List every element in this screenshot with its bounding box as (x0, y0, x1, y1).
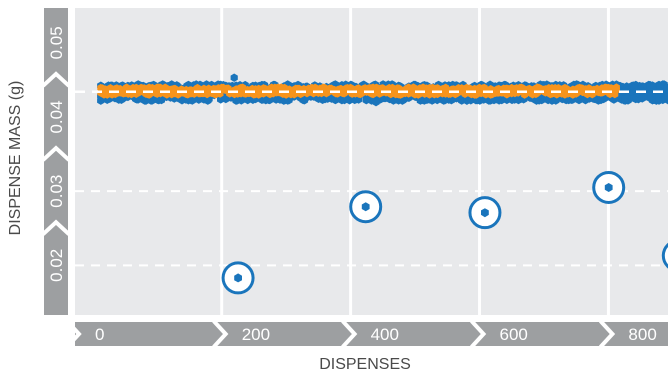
blue-point (664, 86, 668, 96)
x-axis-title: DISPENSES (319, 356, 411, 373)
x-axis-chevron (341, 319, 358, 349)
circled-outlier-point (604, 183, 613, 192)
circled-outlier-point (234, 273, 242, 283)
x-axis-chevron (598, 319, 616, 349)
x-axis-band-bg (75, 322, 668, 346)
orange-point (613, 83, 620, 92)
y-axis-chevron (41, 219, 71, 236)
x-axis-chevron (470, 319, 487, 349)
y-tick-label: 0.04 (47, 100, 66, 133)
x-tick-label: 0 (95, 325, 104, 344)
blue-outlier-point (230, 73, 238, 82)
outlier-ring (661, 242, 668, 269)
y-axis-chevron (41, 71, 71, 88)
grid-lines (75, 8, 668, 315)
x-tick-label: 600 (500, 325, 528, 344)
x-axis-band: 0 200 400 600 800 (65, 319, 668, 349)
x-axis-chevron (65, 319, 82, 349)
y-tick-label: 0.03 (47, 175, 66, 208)
y-axis-chevron (41, 145, 71, 162)
y-axis-band: 0.02 0.03 0.04 0.05 (41, 8, 71, 315)
plot-background (75, 8, 668, 315)
blue-point (664, 92, 668, 102)
circled-outlier-point (361, 202, 370, 212)
y-axis-title: DISPENSE MASS (g) (7, 81, 24, 236)
y-tick-label: 0.05 (47, 26, 66, 59)
circled-outlier-point (481, 208, 489, 218)
x-axis-chevron (212, 319, 229, 349)
x-tick-label: 400 (371, 325, 399, 344)
circled-outliers (221, 170, 668, 295)
x-tick-label: 800 (628, 325, 656, 344)
blue-outlier-point (372, 98, 380, 107)
y-tick-label: 0.02 (47, 249, 66, 282)
y-axis-band-bg (44, 8, 68, 315)
x-tick-label: 200 (242, 325, 270, 344)
